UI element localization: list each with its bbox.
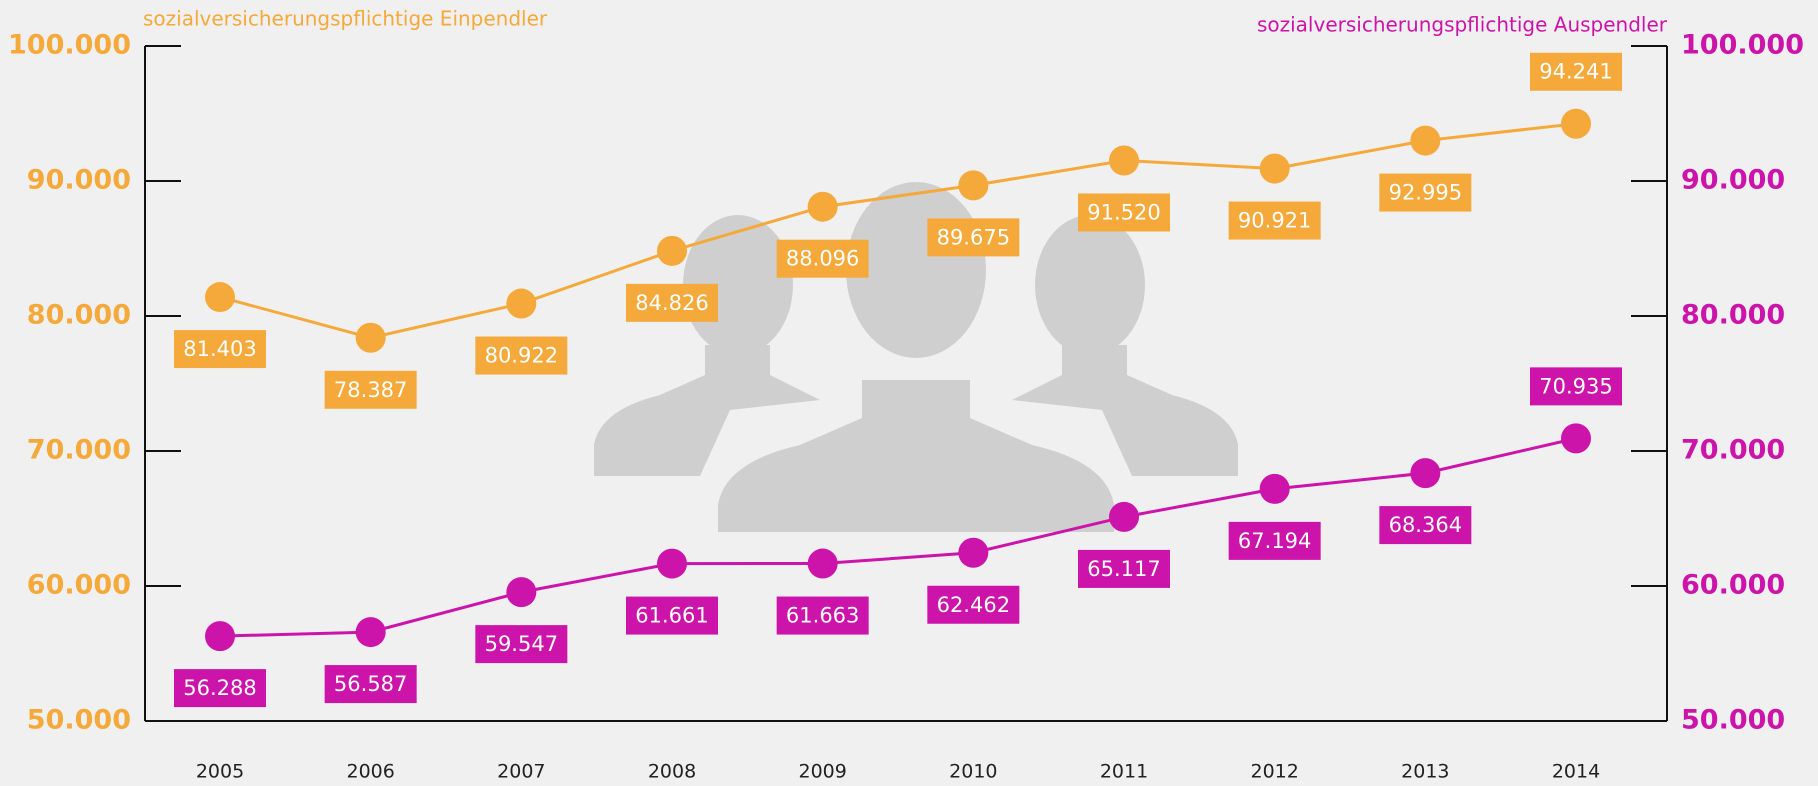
data-point <box>958 170 989 201</box>
data-point <box>807 548 838 579</box>
data-point <box>506 288 537 319</box>
x-tick-label: 2007 <box>497 761 545 783</box>
data-point <box>205 282 235 313</box>
value-label: 90.921 <box>1238 209 1311 233</box>
value-label: 78.387 <box>334 378 407 402</box>
background-silhouettes <box>594 182 1238 532</box>
y2-tick-label: 70.000 <box>1681 435 1785 466</box>
value-label: 92.995 <box>1389 181 1462 205</box>
y-tick-label: 100.000 <box>8 30 131 61</box>
value-label: 70.935 <box>1539 374 1612 398</box>
value-label-box <box>324 665 417 704</box>
value-label: 68.364 <box>1389 513 1462 537</box>
value-label-box <box>1379 173 1472 212</box>
y2-tick-label: 50.000 <box>1681 705 1785 736</box>
value-label-box <box>776 596 869 635</box>
value-label-box <box>475 625 568 664</box>
x-tick-label: 2009 <box>798 761 846 783</box>
series-title-right: sozialversicherungspflichtige Auspendler <box>1257 13 1668 37</box>
value-label: 61.661 <box>635 604 708 628</box>
value-label-box <box>1228 201 1321 240</box>
value-label: 89.675 <box>937 225 1010 249</box>
y2-tick-label: 90.000 <box>1681 165 1785 196</box>
y-tick-label: 70.000 <box>27 435 131 466</box>
y2-tick-label: 80.000 <box>1681 300 1785 331</box>
value-label-box <box>1228 521 1321 560</box>
series-line <box>219 122 1577 340</box>
value-label-box <box>324 370 417 409</box>
series-title-left: sozialversicherungspflichtige Einpendler <box>143 7 548 31</box>
y-tick-label: 90.000 <box>27 165 131 196</box>
data-point <box>657 548 687 579</box>
y-tick-label: 50.000 <box>27 705 131 736</box>
x-tick-label: 2005 <box>196 761 244 783</box>
y2-tick-label: 60.000 <box>1681 570 1785 601</box>
x-tick-label: 2014 <box>1552 761 1600 783</box>
value-label-box <box>1379 506 1472 545</box>
series-line <box>219 436 1577 638</box>
value-label: 65.117 <box>1087 557 1160 581</box>
value-label-box <box>776 239 869 278</box>
data-point <box>1259 153 1290 184</box>
value-label: 84.826 <box>635 291 708 315</box>
data-point <box>1561 108 1591 139</box>
value-label: 56.288 <box>183 676 256 700</box>
y-tick-label: 80.000 <box>27 300 131 331</box>
data-point <box>1109 501 1139 532</box>
value-label-box <box>1530 52 1622 91</box>
data-point <box>1259 473 1290 504</box>
value-label: 59.547 <box>485 632 558 656</box>
x-tick-label: 2010 <box>949 761 997 783</box>
data-point <box>205 621 235 652</box>
value-label: 81.403 <box>183 337 256 361</box>
value-label: 94.241 <box>1539 60 1612 84</box>
value-label-box <box>927 218 1020 257</box>
x-tick-label: 2011 <box>1100 761 1148 783</box>
data-point <box>1109 145 1139 176</box>
y-tick-label: 60.000 <box>27 570 131 601</box>
y2-tick-label: 100.000 <box>1681 30 1804 61</box>
value-label: 56.587 <box>334 672 407 696</box>
x-tick-label: 2008 <box>648 761 696 783</box>
value-label-box <box>1078 549 1170 588</box>
value-label-box <box>174 669 266 708</box>
x-tick-label: 2012 <box>1250 761 1298 783</box>
data-point <box>657 235 687 266</box>
data-point <box>506 577 537 608</box>
data-point <box>355 617 386 648</box>
value-label: 80.922 <box>485 344 558 368</box>
data-point <box>807 191 838 222</box>
value-label-box <box>1078 193 1170 232</box>
x-tick-label: 2006 <box>346 761 394 783</box>
value-label: 67.194 <box>1238 529 1311 553</box>
x-tick-label: 2013 <box>1401 761 1449 783</box>
value-label: 62.462 <box>937 593 1010 617</box>
data-point <box>1410 458 1441 489</box>
value-label-box <box>174 330 266 369</box>
value-label-box <box>626 596 718 635</box>
data-point <box>1410 125 1441 156</box>
value-label: 61.663 <box>786 604 859 628</box>
value-label-box <box>927 585 1020 624</box>
value-label: 88.096 <box>786 247 859 271</box>
value-label-box <box>475 336 568 375</box>
data-point <box>1561 423 1591 454</box>
data-point <box>958 537 989 568</box>
value-label: 91.520 <box>1087 200 1160 224</box>
value-label-box <box>626 283 718 322</box>
data-point <box>355 322 386 353</box>
value-label-box <box>1530 367 1622 406</box>
